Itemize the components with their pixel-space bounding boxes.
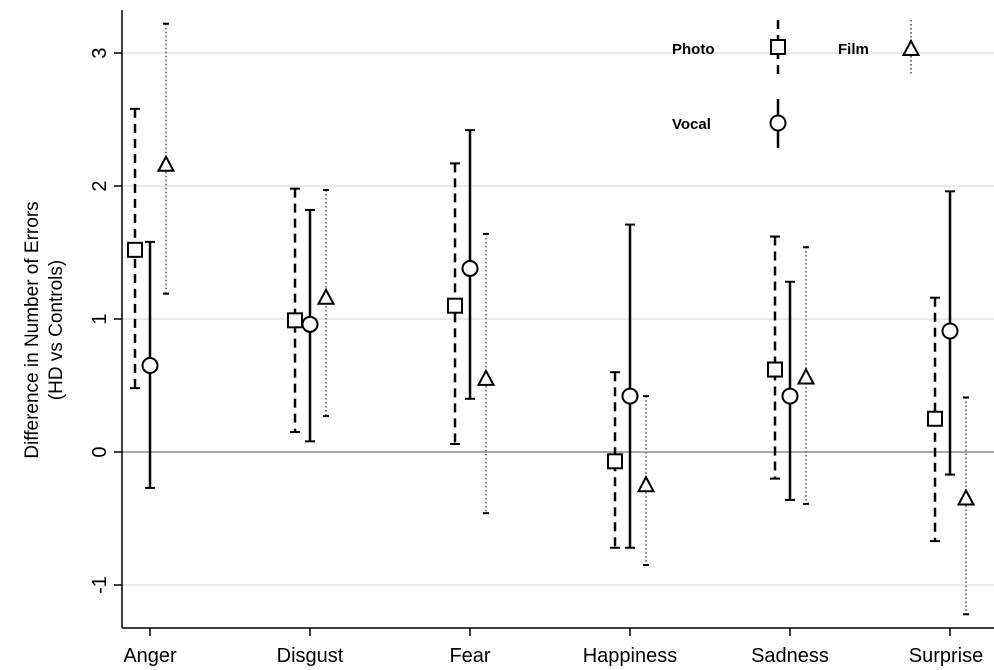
- point-marker: [476, 368, 496, 386]
- series: [127, 22, 976, 616]
- point-marker: [447, 297, 463, 314]
- legend-label: Film: [838, 41, 869, 58]
- series-film: [156, 22, 976, 616]
- y-tick-label: 0: [89, 446, 111, 457]
- legend-label: Vocal: [672, 116, 711, 133]
- legend: Photo Vocal Film: [672, 20, 921, 148]
- legend-marker: [769, 114, 787, 132]
- point-marker: [956, 488, 976, 506]
- point-marker: [621, 387, 639, 405]
- x-tick-label: Happiness: [583, 645, 678, 667]
- y-axis-title-line1: Difference in Number of Errors: [22, 201, 43, 458]
- legend-marker: [770, 39, 786, 55]
- y-axis-title-line2: (HD vs Controls): [46, 260, 67, 400]
- point-marker: [767, 361, 783, 378]
- legend-label: Photo: [672, 41, 715, 58]
- point-marker: [287, 312, 303, 329]
- x-tick-label: Sadness: [751, 645, 829, 667]
- legend-marker: [901, 38, 921, 56]
- x-tick-label: Fear: [449, 645, 490, 667]
- point-marker: [156, 154, 176, 172]
- point-marker: [461, 259, 479, 277]
- point-marker: [316, 287, 336, 305]
- gridlines: [122, 52, 994, 586]
- y-tick-label: 3: [89, 47, 111, 58]
- legend-item-vocal: Vocal: [672, 99, 787, 148]
- series-vocal: [141, 129, 959, 549]
- series-photo: [127, 107, 943, 549]
- point-marker: [796, 367, 816, 385]
- y-tick-label: -1: [89, 576, 111, 594]
- point-marker: [301, 315, 319, 333]
- x-tick-label: Anger: [123, 645, 177, 667]
- point-marker: [636, 475, 656, 493]
- point-marker: [781, 387, 799, 405]
- ticks: -1 0 1 2 3 Anger Disgust Fear Happiness Sadness Su…: [89, 47, 983, 667]
- y-tick-label: 2: [89, 180, 111, 191]
- x-tick-label: Disgust: [277, 645, 344, 667]
- legend-item-film: Film: [838, 20, 921, 74]
- point-marker: [927, 410, 943, 427]
- point-marker: [607, 453, 623, 470]
- point-marker: [941, 322, 959, 340]
- point-marker: [127, 241, 143, 258]
- x-tick-label: Surprise: [909, 645, 983, 667]
- point-marker: [141, 357, 159, 375]
- y-tick-label: 1: [89, 313, 111, 324]
- legend-item-photo: Photo: [672, 20, 786, 78]
